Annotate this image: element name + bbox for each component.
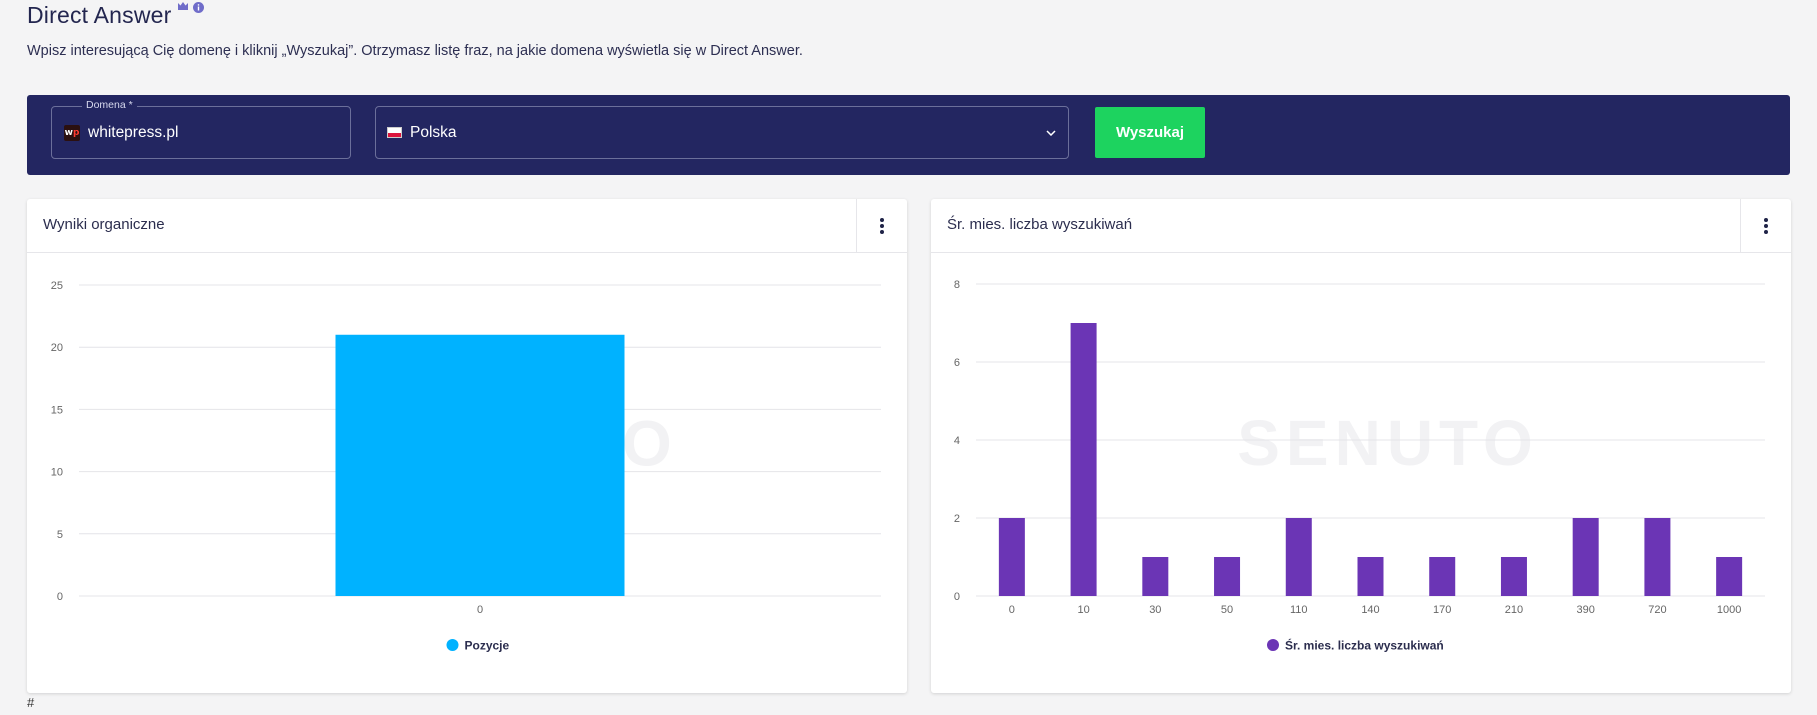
legend-marker xyxy=(1267,639,1279,651)
bar xyxy=(1142,557,1169,596)
x-tick-label: 110 xyxy=(1290,604,1308,616)
domain-field-label: Domena * xyxy=(82,99,137,111)
bar xyxy=(1572,518,1599,596)
monthly-searches-card-header: Śr. mies. liczba wyszukiwań xyxy=(931,199,1791,253)
organic-results-menu-button[interactable] xyxy=(856,199,907,252)
poland-flag-icon xyxy=(387,127,402,138)
legend-marker xyxy=(446,639,459,651)
bar xyxy=(1214,557,1241,596)
y-tick-label: 0 xyxy=(954,591,960,603)
x-tick-label: 170 xyxy=(1433,604,1451,616)
domain-input-value[interactable]: whitepress.pl xyxy=(88,123,179,141)
search-button[interactable]: Wyszukaj xyxy=(1095,107,1205,158)
monthly-searches-menu-button[interactable] xyxy=(1740,199,1791,252)
more-vertical-icon xyxy=(1764,217,1768,234)
y-tick-label: 2 xyxy=(954,513,960,525)
bar xyxy=(1429,557,1456,596)
x-tick-label: 140 xyxy=(1361,604,1379,616)
bar xyxy=(335,334,625,596)
organic-results-card: Wyniki organiczne SENUTO05101520250Pozyc… xyxy=(27,199,907,693)
x-tick-label: 30 xyxy=(1149,604,1161,616)
country-select-value: Polska xyxy=(410,123,457,141)
bar xyxy=(1500,557,1527,596)
legend-label: Śr. mies. liczba wyszukiwań xyxy=(1285,638,1444,653)
chevron-down-icon[interactable] xyxy=(1046,127,1056,139)
organic-results-card-header: Wyniki organiczne xyxy=(27,199,907,253)
y-tick-label: 15 xyxy=(51,404,63,416)
x-tick-label: 1000 xyxy=(1717,604,1741,616)
bar xyxy=(1357,557,1384,596)
y-tick-label: 4 xyxy=(954,435,960,447)
monthly-searches-card: Śr. mies. liczba wyszukiwań SENUTO 0 2 4 6 8 0… xyxy=(931,199,1791,693)
bar xyxy=(1644,518,1671,596)
y-tick-label: 5 xyxy=(57,529,63,541)
footer-hash: # xyxy=(27,695,35,710)
x-tick-label: 390 xyxy=(1577,604,1595,616)
title-icons xyxy=(178,2,205,13)
bar xyxy=(1285,518,1312,596)
organic-results-chart: SENUTO05101520250Pozycje xyxy=(51,280,881,653)
x-tick-label: 50 xyxy=(1221,604,1233,616)
bar xyxy=(1716,557,1743,596)
y-tick-label: 20 xyxy=(51,342,63,354)
x-tick-label: 0 xyxy=(1009,604,1015,616)
organic-results-card-title: Wyniki organiczne xyxy=(43,216,165,233)
monthly-searches-chart: SENUTO 0 2 4 6 8 0 10 30 50 110 140 170 210 390 720 1000… xyxy=(954,279,1765,653)
y-tick-label: 25 xyxy=(51,280,63,292)
monthly-searches-card-title: Śr. mies. liczba wyszukiwań xyxy=(947,216,1133,233)
y-tick-label: 6 xyxy=(954,357,960,369)
page-subtitle: Wpisz interesującą Cię domenę i kliknij … xyxy=(27,43,803,59)
x-tick-label: 0 xyxy=(477,604,483,616)
info-icon[interactable] xyxy=(193,2,205,13)
more-vertical-icon xyxy=(880,217,884,234)
crown-icon xyxy=(178,2,189,13)
x-tick-label: 720 xyxy=(1648,604,1666,616)
x-tick-label: 210 xyxy=(1505,604,1523,616)
bar xyxy=(1070,323,1097,596)
y-tick-label: 0 xyxy=(57,591,63,603)
y-tick-label: 10 xyxy=(51,467,63,479)
country-select[interactable]: Polska xyxy=(375,106,1069,159)
title-row: Direct Answer xyxy=(27,2,205,29)
bar xyxy=(998,518,1025,596)
x-tick-label: 10 xyxy=(1077,604,1089,616)
legend-label: Pozycje xyxy=(465,639,510,653)
senuto-watermark: SENUTO xyxy=(1237,407,1539,479)
y-tick-label: 8 xyxy=(954,279,960,291)
page-title: Direct Answer xyxy=(27,2,172,28)
